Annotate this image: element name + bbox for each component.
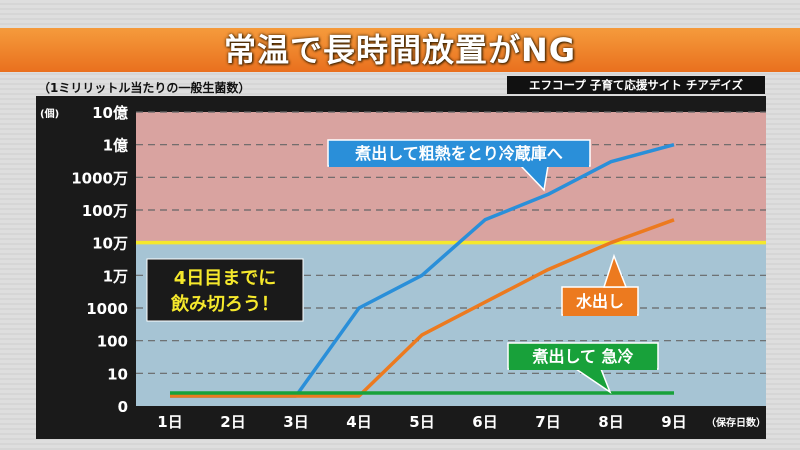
y-tick-label: 100: [97, 333, 128, 351]
x-tick-label: 9日: [661, 413, 686, 431]
x-tick-label: 4日: [346, 413, 371, 431]
annotation-frame: [146, 258, 304, 322]
y-tick-label: 10億: [92, 104, 128, 122]
x-tick-label: 6日: [472, 413, 497, 431]
x-axis-unit-label: （保存日数）: [706, 416, 766, 429]
x-axis-ticks: 1日 2日 3日 4日 5日 6日 7日 8日 9日: [157, 413, 686, 431]
y-tick-label: 1万: [103, 267, 128, 285]
y-tick-label: 0: [118, 398, 128, 416]
series-callout: 煮出して粗熱をとり冷蔵庫へ: [327, 139, 591, 192]
y-tick-label: 1000万: [71, 169, 128, 187]
callout-label: 煮出して粗熱をとり冷蔵庫へ: [354, 144, 563, 163]
chart-subtitle: （1ミリリットル当たりの一般生菌数）: [38, 81, 251, 95]
y-tick-label: 1億: [103, 137, 128, 155]
chart-svg: 0 10 100 1000 1万 10万 100万 1000万 1億 10億 1日 2日 3日 4日 5日…: [40, 104, 766, 431]
series-callout: 煮出して 急冷: [507, 342, 659, 394]
annotation-line-2: 飲み切ろう！: [170, 293, 279, 315]
chart-frame: 0 10 100 1000 1万 10万 100万 1000万 1億 10億 1日 2日 3日 4日 5日…: [36, 96, 766, 439]
callout-seam: [563, 313, 637, 316]
callout-label: 水出し: [576, 292, 624, 311]
y-axis-unit-label: (個): [40, 107, 59, 120]
y-tick-label: 100万: [82, 202, 128, 220]
series-line: [170, 218, 675, 398]
x-tick-label: 1日: [157, 413, 182, 431]
series-callout: 水出し: [561, 253, 639, 316]
callout-seam: [329, 164, 589, 167]
y-tick-label: 1000: [86, 300, 128, 318]
y-tick-label: 10: [107, 365, 128, 383]
y-axis-ticks: 0 10 100 1000 1万 10万 100万 1000万 1億 10億: [71, 104, 128, 416]
source-label: エフコープ 子育て応援サイト チアデイズ: [507, 76, 765, 94]
x-tick-label: 7日: [535, 413, 560, 431]
series-lines: [170, 143, 675, 398]
x-tick-label: 3日: [283, 413, 308, 431]
annotation-line-1: 4日目までに: [174, 268, 277, 289]
callout-tail: [602, 253, 628, 288]
callout-box: [561, 286, 639, 316]
x-tick-label: 8日: [598, 413, 623, 431]
callout-box: [507, 342, 659, 370]
callout-label: 煮出して 急冷: [531, 347, 633, 366]
annotation-box: 4日目までに 飲み切ろう！: [146, 258, 304, 322]
x-tick-label: 2日: [220, 413, 245, 431]
callout-seam: [509, 367, 657, 370]
x-tick-label: 5日: [409, 413, 434, 431]
page-title: 常温で長時間放置がNG: [223, 31, 577, 69]
y-tick-label: 10万: [92, 235, 128, 253]
title-bar: [0, 28, 800, 72]
